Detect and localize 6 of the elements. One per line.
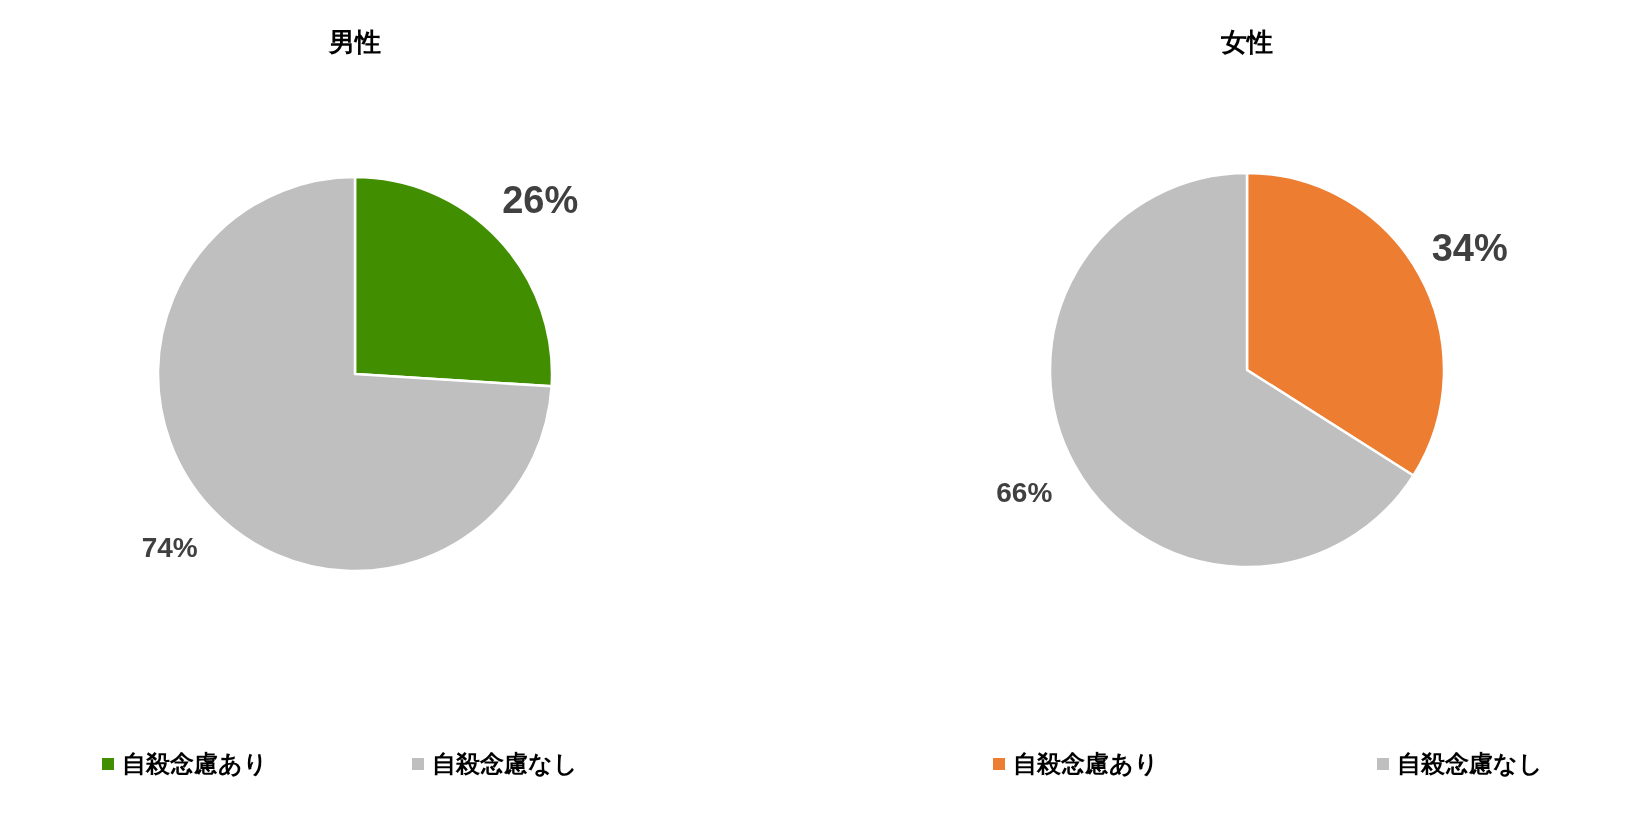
legend-label: 自殺念慮あり [1013, 750, 1159, 778]
chart-title: 男性 [328, 27, 381, 57]
chart-title: 女性 [1220, 27, 1273, 57]
legend-label: 自殺念慮あり [122, 750, 268, 778]
legend-label: 自殺念慮なし [432, 750, 578, 778]
legend-label: 自殺念慮なし [1397, 750, 1543, 778]
